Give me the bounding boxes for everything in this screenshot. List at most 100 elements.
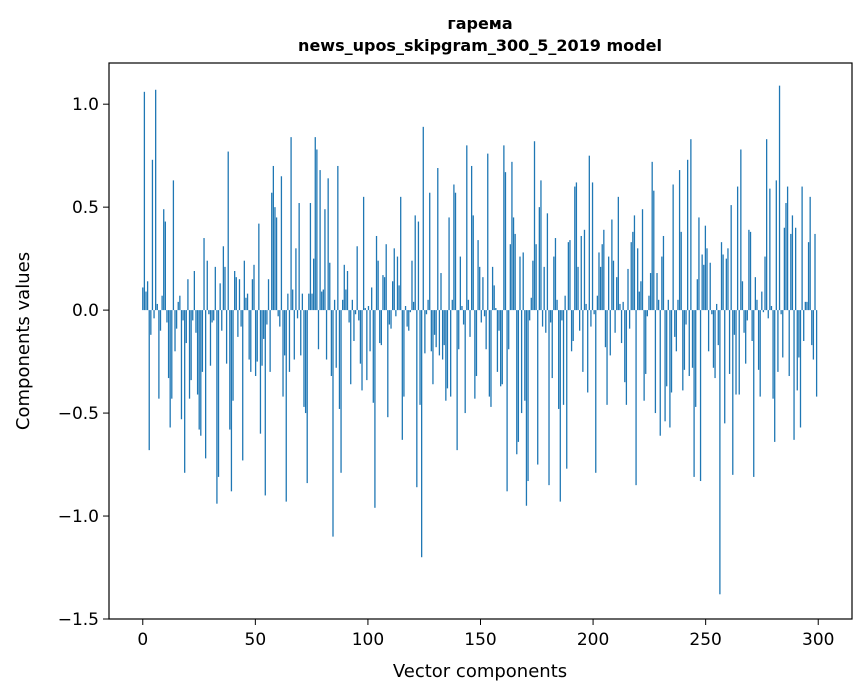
bar [298,203,300,311]
bar [653,190,655,311]
bar [171,310,173,399]
bar [153,310,155,319]
bar [435,310,437,348]
bar [611,219,613,311]
bar [329,262,331,311]
bar [175,310,178,329]
x-tick-label: 250 [689,630,721,650]
bar [437,168,439,311]
bar [714,310,716,379]
bar [372,310,374,403]
bar [730,205,732,311]
bar [314,137,316,311]
bar [767,310,769,319]
bar [635,310,637,486]
bar [195,310,197,333]
bar [709,262,711,311]
bar [180,310,183,420]
bar [346,270,349,311]
bar [161,295,163,311]
bar [167,310,170,379]
bar [470,165,473,311]
bar [583,229,586,311]
bar [408,310,410,331]
y-tick-label: −1.0 [58,507,99,527]
bar [788,310,790,377]
bar [617,196,619,311]
bar [757,310,760,370]
bar [711,310,713,315]
bar [599,266,602,311]
x-axis-label: Vector components [393,661,567,682]
bar [628,310,631,329]
bar [237,310,239,337]
bar [172,180,175,311]
bar [222,246,225,311]
bar [649,273,652,311]
bar [359,310,362,364]
bar [251,279,254,311]
y-tick-label: 1.0 [72,95,99,115]
bar [511,161,513,311]
x-tick-label: 200 [577,630,609,650]
bar [429,192,431,311]
bar [506,310,508,492]
bar [796,310,798,391]
bar [221,310,223,331]
bar [512,217,515,311]
bar [383,277,386,311]
bar [809,196,811,311]
bar [269,310,271,372]
bar [306,310,308,484]
bar [748,229,750,311]
bar [625,310,628,405]
bar [182,310,184,321]
bar [441,310,444,360]
bar [795,227,797,311]
bar [192,310,194,321]
bar [340,310,342,473]
bar [672,184,674,311]
bar [458,310,460,350]
bar [417,221,420,311]
bar [786,186,789,311]
bar [353,310,355,341]
bar [425,310,428,315]
bar [282,310,284,397]
bar [701,254,703,311]
bar [216,310,218,504]
bar [254,310,257,377]
bar [575,182,578,311]
bar [401,310,403,440]
bar [166,310,168,323]
bar [356,246,358,311]
bar [775,180,777,311]
x-tick-label: 300 [802,630,834,650]
bar [406,310,408,327]
bar [235,277,237,311]
bar [596,295,599,311]
bar [198,310,200,430]
bar [496,310,499,372]
bar [145,291,147,311]
bar [440,273,442,311]
bar [807,242,810,311]
bar [174,310,176,352]
bar [746,310,748,321]
bar [443,310,445,346]
bar [422,126,424,311]
bar [177,301,179,311]
bar [187,279,189,311]
bar [574,186,576,311]
bar [674,310,676,337]
bar [766,139,768,311]
bar [169,310,171,428]
bar [459,256,461,311]
bar [804,301,806,311]
bar [537,310,539,465]
bar [377,260,379,311]
bar [142,287,144,311]
bar [683,310,686,370]
bar [333,299,336,311]
bar [545,310,547,333]
